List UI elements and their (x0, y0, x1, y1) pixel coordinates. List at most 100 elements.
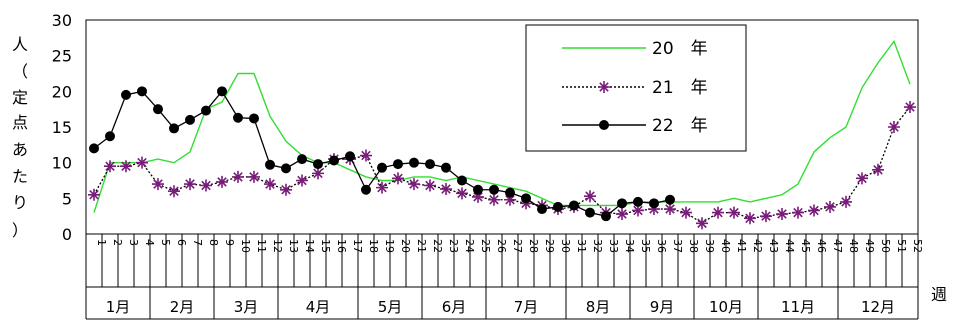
data-point (393, 159, 403, 170)
data-point (504, 193, 516, 206)
data-point (616, 208, 628, 221)
data-point (233, 112, 243, 123)
week-label: 30 (559, 239, 572, 253)
week-label: 44 (783, 239, 796, 253)
y-axis-label-char: （ (12, 62, 28, 81)
data-point (680, 206, 692, 219)
week-label: 24 (463, 239, 476, 253)
week-label: 33 (607, 239, 620, 253)
data-point (264, 178, 276, 191)
week-label: 13 (287, 239, 300, 253)
week-label: 35 (639, 239, 652, 253)
data-point (569, 200, 579, 211)
data-point (553, 201, 563, 212)
week-label: 22 (431, 239, 444, 253)
week-label: 3 (127, 239, 140, 246)
y-axis-label-char: り (12, 193, 28, 212)
data-point (377, 162, 387, 173)
week-label: 25 (479, 239, 492, 253)
month-label: 11月 (781, 298, 815, 316)
week-label: 21 (415, 239, 428, 253)
week-label: 15 (319, 239, 332, 253)
data-point (537, 204, 547, 215)
data-point (840, 195, 852, 208)
data-point (808, 204, 820, 217)
data-point (665, 194, 675, 205)
week-label: 36 (655, 239, 668, 253)
data-point (153, 104, 163, 115)
month-label: 10月 (709, 298, 743, 316)
week-label: 4 (143, 239, 156, 246)
data-point (489, 184, 499, 195)
data-point (297, 154, 307, 165)
week-label: 16 (335, 239, 348, 253)
data-point (728, 206, 740, 219)
week-label: 12 (271, 239, 284, 253)
week-label: 41 (735, 239, 748, 253)
data-point (648, 203, 660, 216)
data-point (392, 172, 404, 185)
data-point (425, 159, 435, 170)
week-label: 50 (879, 239, 892, 253)
data-point (584, 190, 596, 203)
series-line (93, 39, 911, 213)
month-label: 3月 (234, 298, 259, 316)
week-label: 38 (687, 239, 700, 253)
y-tick-label: 25 (52, 47, 72, 66)
data-point (121, 89, 131, 100)
data-point (265, 159, 275, 170)
week-label: 42 (751, 239, 764, 253)
x-axis-label: 週 (931, 285, 947, 304)
data-point (185, 114, 195, 125)
week-label: 48 (847, 239, 860, 253)
month-label: 5月 (378, 298, 403, 316)
month-label: 7月 (514, 298, 539, 316)
y-tick-label: 20 (52, 82, 72, 101)
month-label: 9月 (650, 298, 675, 316)
data-point (168, 185, 180, 198)
series-line (93, 106, 911, 225)
y-axis-label-char: ） (12, 221, 28, 240)
week-label: 19 (383, 239, 396, 253)
week-label: 27 (511, 239, 524, 253)
data-point (617, 198, 627, 209)
data-point (408, 178, 420, 191)
data-point (632, 204, 644, 217)
week-label: 37 (671, 239, 684, 253)
week-label: 52 (911, 239, 924, 253)
week-label: 26 (495, 239, 508, 253)
data-point (744, 212, 756, 225)
data-point (904, 101, 916, 114)
data-point (232, 170, 244, 183)
month-label: 8月 (586, 298, 611, 316)
data-point (184, 178, 196, 191)
week-label: 6 (175, 239, 188, 246)
week-label: 14 (303, 239, 316, 253)
data-point (216, 175, 228, 188)
data-point (88, 188, 100, 201)
data-point (120, 160, 132, 173)
week-label: 39 (703, 239, 716, 253)
data-point (856, 172, 868, 185)
data-point (152, 178, 164, 191)
data-point (776, 208, 788, 221)
data-point (664, 203, 676, 216)
legend-label: 22 年 (652, 116, 708, 136)
legend-label: 20 年 (652, 39, 708, 59)
y-tick-label: 5 (62, 189, 72, 208)
data-point (488, 193, 500, 206)
legend-marker (599, 120, 609, 130)
week-label: 47 (831, 239, 844, 253)
data-point (473, 184, 483, 195)
x-axis: 1 2 3 4 5 6 7 8 9 10 11 12 13 14 15 16 17 18 19 20 21 22 23 24 2… (85, 234, 924, 320)
data-point (217, 86, 227, 97)
series-1 (93, 39, 911, 213)
week-label: 40 (719, 239, 732, 253)
plot-area (85, 19, 919, 235)
plot-border (85, 19, 919, 235)
week-label: 20 (399, 239, 412, 253)
week-label: 28 (527, 239, 540, 253)
week-label: 45 (799, 239, 812, 253)
y-tick-label: 30 (52, 11, 72, 30)
